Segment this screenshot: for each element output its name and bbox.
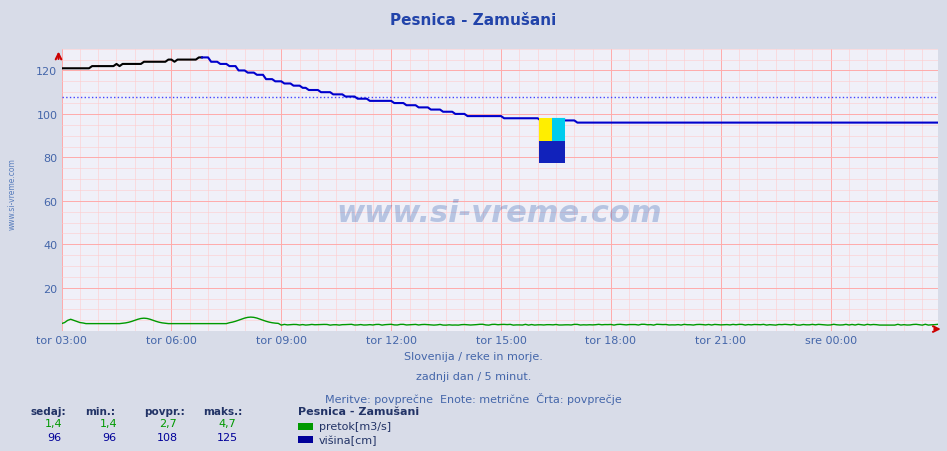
Text: min.:: min.:: [85, 406, 116, 416]
Text: Slovenija / reke in morje.: Slovenija / reke in morje.: [404, 351, 543, 361]
Text: www.si-vreme.com: www.si-vreme.com: [337, 198, 662, 228]
Text: 125: 125: [217, 432, 238, 442]
Text: Meritve: povprečne  Enote: metrične  Črta: povprečje: Meritve: povprečne Enote: metrične Črta:…: [325, 392, 622, 404]
Text: Pesnica - Zamušani: Pesnica - Zamušani: [390, 13, 557, 28]
Text: sedaj:: sedaj:: [30, 406, 66, 416]
Text: povpr.:: povpr.:: [144, 406, 185, 416]
Text: 4,7: 4,7: [219, 418, 236, 428]
Text: zadnji dan / 5 minut.: zadnji dan / 5 minut.: [416, 372, 531, 382]
Text: Pesnica - Zamušani: Pesnica - Zamušani: [298, 406, 420, 416]
Text: višina[cm]: višina[cm]: [319, 434, 378, 445]
Text: 96: 96: [47, 432, 61, 442]
Text: 1,4: 1,4: [100, 418, 117, 428]
Text: 96: 96: [102, 432, 116, 442]
Text: 1,4: 1,4: [45, 418, 63, 428]
Text: 2,7: 2,7: [159, 418, 176, 428]
Text: pretok[m3/s]: pretok[m3/s]: [319, 421, 391, 431]
Text: www.si-vreme.com: www.si-vreme.com: [8, 158, 17, 230]
Text: 108: 108: [157, 432, 178, 442]
Text: maks.:: maks.:: [204, 406, 242, 416]
